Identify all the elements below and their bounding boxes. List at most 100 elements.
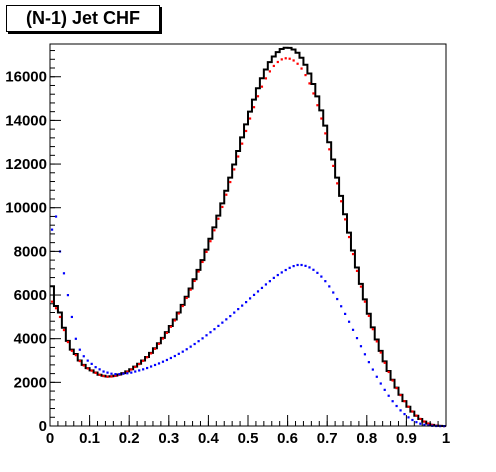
series-1-marker (213, 229, 216, 232)
series-2-marker (367, 361, 370, 364)
series-2-marker (126, 372, 129, 375)
series-2-marker (201, 337, 204, 340)
series-1-marker (66, 340, 70, 344)
x-tick-label: 0.7 (317, 430, 338, 447)
series-1-marker (94, 371, 97, 374)
series-2-marker (336, 297, 339, 301)
series-1-marker (276, 60, 279, 64)
series-2-marker (245, 301, 248, 304)
series-1-marker (328, 148, 331, 151)
y-tick-label: 12000 (5, 156, 47, 173)
series-1-marker (248, 117, 252, 120)
series-2-marker (173, 354, 176, 358)
chart-title-box: (N-1) Jet CHF (6, 5, 160, 32)
series-2-marker (284, 268, 287, 272)
series-2-marker (106, 371, 109, 374)
series-1-marker (110, 375, 113, 378)
chart-title: (N-1) Jet CHF (25, 8, 140, 28)
series-2-marker (316, 271, 319, 274)
series-2-marker (308, 266, 311, 269)
series-2-marker (379, 382, 382, 385)
series-1-marker (102, 375, 105, 378)
series-1-marker (70, 349, 73, 352)
series-2-marker (78, 348, 81, 351)
series-2-marker (268, 280, 271, 283)
x-tick-label: 0.8 (356, 430, 377, 447)
series-1-marker (367, 314, 370, 317)
series-2-marker (102, 370, 105, 373)
series-1-marker (312, 92, 315, 95)
series-2-marker (114, 373, 117, 376)
series-2-marker (146, 366, 149, 370)
series-1-marker (411, 410, 414, 413)
series-1-marker (54, 307, 58, 310)
series-2-marker (359, 345, 363, 348)
series-2-marker (118, 373, 121, 376)
series-2-marker (288, 266, 291, 269)
series-2-marker (411, 418, 414, 422)
series-1-marker (407, 405, 410, 408)
x-tick-label: 0.9 (396, 430, 417, 447)
x-tick-label: 1 (442, 430, 450, 447)
series-1-marker (201, 260, 204, 264)
series-2-marker (276, 273, 279, 277)
series-2-marker (328, 285, 331, 288)
series-2-marker (82, 355, 85, 358)
series-1-marker (280, 58, 283, 61)
series-1-marker (169, 325, 172, 328)
series-1-marker (205, 250, 208, 254)
x-tick-label: 0.6 (277, 430, 298, 447)
series-1-marker (320, 117, 323, 120)
series-1-marker (74, 354, 77, 357)
x-tick-label: 0.4 (198, 430, 220, 447)
series-1-marker (245, 129, 248, 133)
y-tick-label: 2000 (14, 374, 47, 391)
series-2-marker (205, 334, 208, 337)
series-1-marker (383, 361, 386, 364)
series-1-marker (126, 370, 129, 373)
series-1-marker (363, 300, 367, 303)
series-1-marker (332, 164, 335, 168)
series-1-marker (391, 379, 394, 382)
series-1-marker (256, 95, 260, 98)
series-1-marker (142, 359, 145, 362)
series-1-marker (237, 155, 240, 158)
series-2-marker (94, 366, 97, 369)
series-1-marker (193, 279, 196, 283)
series-2-marker (312, 268, 315, 271)
series-1-marker (316, 104, 319, 107)
x-tick-label: 0.3 (158, 430, 179, 447)
series-1-marker (130, 368, 133, 371)
series-2-marker (189, 345, 192, 348)
series-2-marker (157, 362, 161, 365)
series-2-marker (252, 293, 256, 297)
series-1-marker (161, 337, 165, 340)
series-2-marker (344, 312, 347, 316)
series-2-marker (169, 356, 172, 360)
series-1-marker (344, 218, 347, 221)
series-2-marker (86, 359, 89, 362)
series-2-marker (66, 294, 70, 297)
series-2-marker (134, 370, 137, 373)
series-2-marker (209, 331, 212, 334)
series-2-marker (153, 363, 157, 367)
series-2-marker (138, 369, 141, 372)
series-2-marker (122, 372, 125, 375)
series-2-marker (110, 372, 113, 375)
y-tick-label: 8000 (14, 243, 47, 260)
series-0-step-line (50, 46, 446, 427)
series-2-marker (197, 340, 200, 343)
series-1-marker (423, 420, 426, 423)
series-2-marker (292, 264, 295, 268)
series-2-marker (225, 318, 228, 321)
series-1-marker (149, 352, 153, 355)
series-2-marker (248, 297, 252, 300)
series-1-marker (264, 77, 268, 80)
series-2-marker (193, 342, 196, 346)
series-1-marker (379, 351, 382, 354)
series-2-marker (237, 307, 240, 311)
series-2-marker (387, 394, 390, 397)
series-2-marker (213, 328, 216, 331)
series-1-marker (300, 67, 303, 70)
series-1-marker (272, 64, 275, 68)
